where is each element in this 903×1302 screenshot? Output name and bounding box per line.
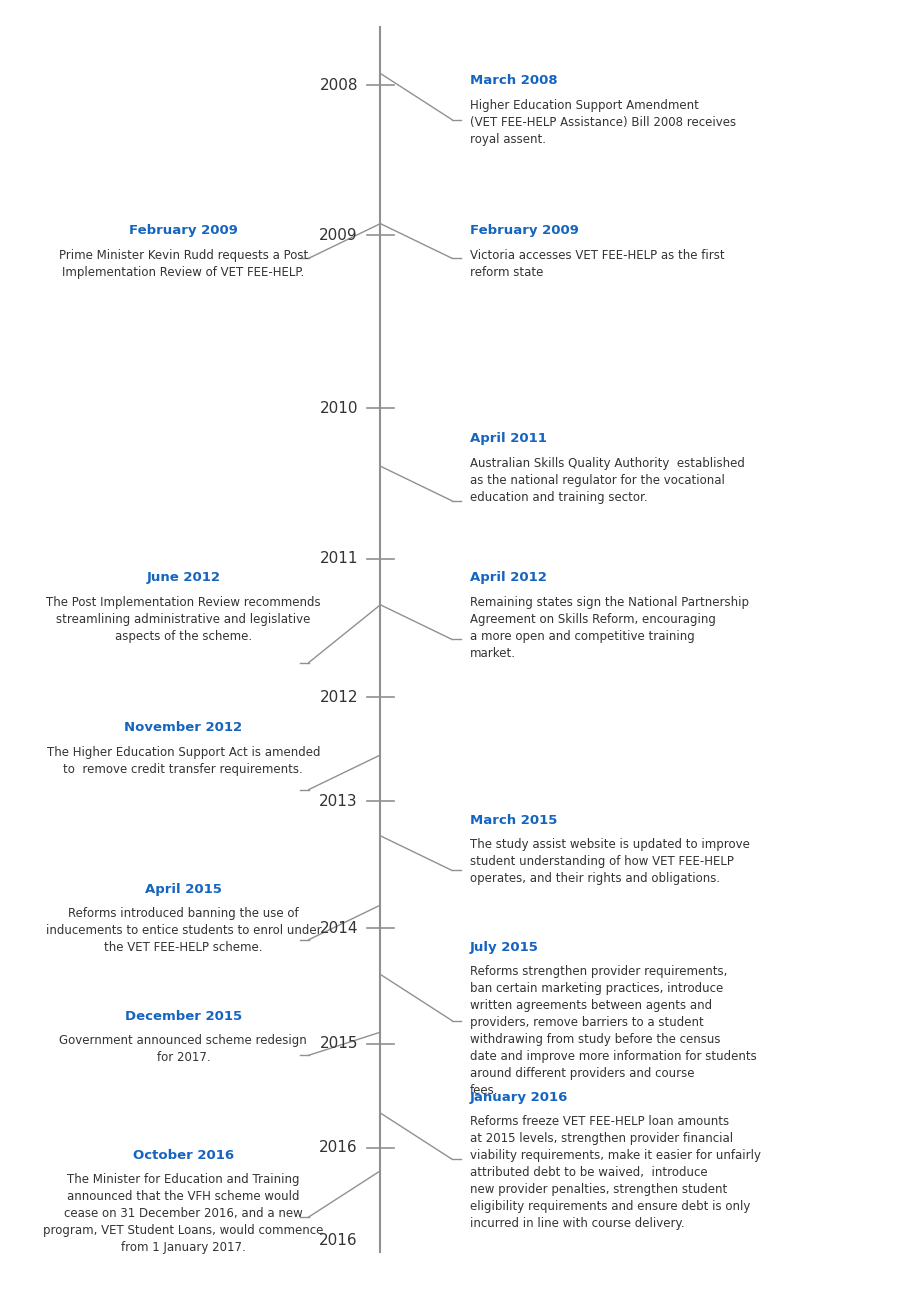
Text: Remaining states sign the National Partnership
Agreement on Skills Reform, encou: Remaining states sign the National Partn… bbox=[470, 595, 748, 660]
Text: 2016: 2016 bbox=[319, 1233, 358, 1247]
Text: Government announced scheme redesign
for 2017.: Government announced scheme redesign for… bbox=[60, 1035, 307, 1065]
Text: March 2008: March 2008 bbox=[470, 74, 557, 87]
Text: Higher Education Support Amendment
(VET FEE-HELP Assistance) Bill 2008 receives
: Higher Education Support Amendment (VET … bbox=[470, 99, 735, 146]
Text: April 2015: April 2015 bbox=[144, 883, 221, 896]
Text: 2011: 2011 bbox=[319, 551, 358, 566]
Text: The Post Implementation Review recommends
streamlining administrative and legisl: The Post Implementation Review recommend… bbox=[46, 595, 321, 643]
Text: Prime Minister Kevin Rudd requests a Post
Implementation Review of VET FEE-HELP.: Prime Minister Kevin Rudd requests a Pos… bbox=[59, 249, 308, 279]
Text: April 2012: April 2012 bbox=[470, 572, 546, 585]
Text: 2016: 2016 bbox=[319, 1141, 358, 1155]
Text: Australian Skills Quality Authority  established
as the national regulator for t: Australian Skills Quality Authority esta… bbox=[470, 457, 744, 504]
Text: 2010: 2010 bbox=[319, 401, 358, 415]
Text: 2014: 2014 bbox=[319, 921, 358, 936]
Text: Victoria accesses VET FEE-HELP as the first
reform state: Victoria accesses VET FEE-HELP as the fi… bbox=[470, 249, 724, 279]
Text: The Higher Education Support Act is amended
to  remove credit transfer requireme: The Higher Education Support Act is amen… bbox=[47, 746, 320, 776]
Text: June 2012: June 2012 bbox=[146, 572, 220, 585]
Text: April 2011: April 2011 bbox=[470, 432, 546, 445]
Text: 2013: 2013 bbox=[319, 794, 358, 809]
Text: February 2009: February 2009 bbox=[129, 224, 237, 237]
Text: 2015: 2015 bbox=[319, 1036, 358, 1051]
Text: November 2012: November 2012 bbox=[124, 721, 242, 734]
Text: March 2015: March 2015 bbox=[470, 814, 557, 827]
Text: December 2015: December 2015 bbox=[125, 1010, 242, 1023]
Text: Reforms introduced banning the use of
inducements to entice students to enrol un: Reforms introduced banning the use of in… bbox=[45, 907, 321, 954]
Text: Reforms freeze VET FEE-HELP loan amounts
at 2015 levels, strengthen provider fin: Reforms freeze VET FEE-HELP loan amounts… bbox=[470, 1116, 760, 1230]
Text: February 2009: February 2009 bbox=[470, 224, 578, 237]
Text: Reforms strengthen provider requirements,
ban certain marketing practices, intro: Reforms strengthen provider requirements… bbox=[470, 965, 756, 1098]
Text: 2012: 2012 bbox=[319, 690, 358, 704]
Text: The Minister for Education and Training
announced that the VFH scheme would
ceas: The Minister for Education and Training … bbox=[43, 1173, 323, 1254]
Text: July 2015: July 2015 bbox=[470, 940, 538, 953]
Text: 2009: 2009 bbox=[319, 228, 358, 242]
Text: January 2016: January 2016 bbox=[470, 1091, 568, 1104]
Text: The study assist website is updated to improve
student understanding of how VET : The study assist website is updated to i… bbox=[470, 838, 749, 885]
Text: 2008: 2008 bbox=[319, 78, 358, 92]
Text: October 2016: October 2016 bbox=[133, 1148, 234, 1161]
